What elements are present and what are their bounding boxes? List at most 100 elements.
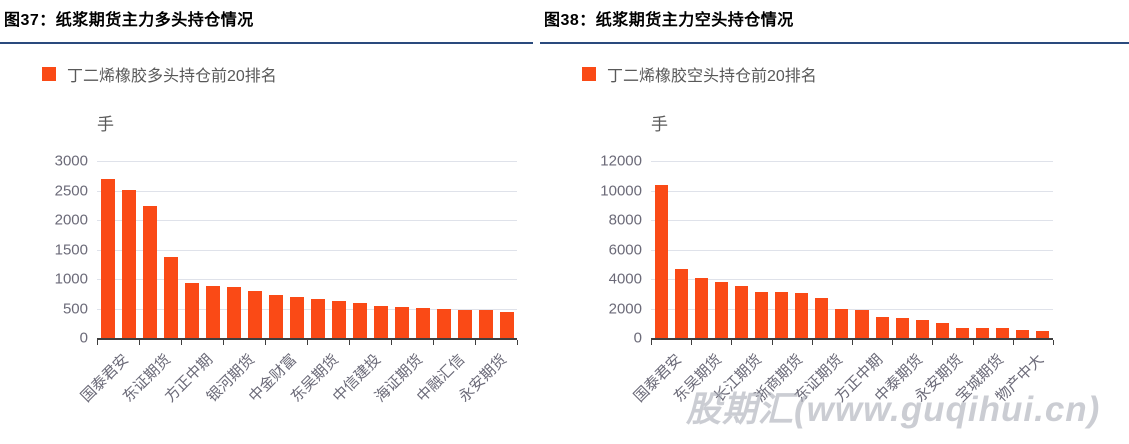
x-axis-tick [972, 340, 974, 345]
y-axis-tick-label: 8000 [608, 211, 642, 229]
x-axis-tick [852, 340, 853, 345]
legend-swatch-icon [42, 67, 56, 81]
bar [268, 294, 283, 338]
bar [1036, 331, 1050, 338]
gridline [97, 279, 517, 280]
gridline [97, 220, 517, 221]
bar [895, 318, 909, 338]
x-axis-tick [223, 340, 224, 345]
y-axis-tick-label: 10000 [600, 182, 642, 199]
bar [1016, 330, 1030, 338]
y-axis-unit-label: 手 [97, 115, 114, 134]
bar [457, 309, 472, 338]
x-axis-tick [139, 340, 140, 345]
bar [499, 312, 514, 338]
figure-title: 图37：纸浆期货主力多头持仓情况 [4, 12, 254, 29]
x-axis-tick [307, 340, 308, 345]
bar [976, 328, 990, 338]
legend-label: 丁二烯橡胶多头持仓前20排名 [67, 68, 277, 85]
legend: 丁二烯橡胶空头持仓前20排名 [582, 62, 1129, 86]
x-axis-tick [475, 340, 476, 345]
figure-37-long-positions-chart: 图37：纸浆期货主力多头持仓情况丁二烯橡胶多头持仓前20排名手 3000 2500 2… [0, 0, 533, 444]
gridline [651, 249, 1053, 251]
x-axis-tick [265, 340, 266, 345]
gridline [651, 161, 1053, 162]
plot-region: 3000 2500 2000 1500 1000 500 0 [0, 153, 533, 347]
bar [352, 302, 367, 338]
legend-swatch-icon [582, 67, 596, 81]
x-axis-tick [651, 340, 652, 345]
bar [289, 297, 304, 338]
bar [163, 256, 178, 338]
gridline [651, 308, 1053, 310]
bar [121, 189, 136, 338]
bar [478, 309, 493, 338]
bar [184, 282, 199, 338]
bar [674, 268, 688, 338]
bar [714, 281, 728, 338]
bar [996, 328, 1010, 338]
y-axis-unit-label: 手 [651, 115, 668, 134]
y-axis-tick-labels: 12000 10000 8000 6000 4000 2000 0 [540, 153, 651, 347]
legend-label: 丁二烯橡胶空头持仓前20排名 [607, 68, 817, 85]
y-axis-tick-label: 1500 [54, 241, 88, 258]
bar [436, 308, 451, 338]
gridline [97, 190, 517, 192]
x-axis-tick [433, 340, 434, 345]
y-axis-tick-labels: 3000 2500 2000 1500 1000 500 0 [0, 153, 97, 347]
x-axis-tick [97, 340, 98, 345]
y-axis-tick-label: 12000 [600, 152, 642, 170]
x-axis-tick [811, 340, 813, 345]
bar-series [651, 161, 1053, 338]
bar [734, 285, 748, 338]
bar [875, 317, 889, 338]
y-axis-tick-label: 6000 [608, 241, 642, 258]
legend: 丁二烯橡胶多头持仓前20排名 [42, 62, 533, 86]
x-axis-tick [391, 340, 392, 345]
y-axis-tick-label: 0 [79, 329, 88, 347]
x-axis-tick [731, 340, 733, 345]
y-axis-tick-label: 500 [62, 300, 88, 317]
bar [775, 292, 789, 338]
x-axis-tick [771, 340, 773, 345]
bar [331, 300, 346, 338]
bar [654, 184, 668, 338]
bar [205, 286, 220, 338]
y-axis-tick-label: 2000 [54, 211, 88, 229]
gridline [651, 279, 1053, 280]
bar [915, 319, 929, 338]
figure-38-short-positions-chart: 图38：纸浆期货主力空头持仓情况 丁二烯橡胶空头持仓前20排名手 12000 1000… [540, 0, 1129, 444]
bar [694, 277, 708, 338]
bar [394, 307, 409, 338]
x-axis-tick [517, 340, 518, 345]
x-axis-ticks [97, 338, 518, 345]
y-axis-tick-label: 3000 [54, 152, 88, 170]
x-axis-tick [349, 340, 350, 345]
x-axis-labels: 国泰君安 东吴期货 长江期货 浙商期货 东证期货 方正中期 中泰期货 永安期货 宝城期货 物产中大 [631, 340, 1053, 440]
bar [935, 322, 949, 338]
x-axis-tick [1053, 340, 1054, 345]
x-axis-tick [181, 340, 182, 345]
bar [226, 286, 241, 338]
x-axis-tick [691, 340, 693, 345]
bar [415, 307, 430, 338]
x-axis-tick [1012, 340, 1014, 345]
y-axis-tick-label: 2500 [54, 182, 88, 199]
title-underline [0, 42, 533, 44]
x-axis-tick [932, 340, 934, 345]
plot-area [651, 161, 1054, 345]
plot-region: 12000 10000 8000 6000 4000 2000 0 [540, 153, 1129, 347]
bar [100, 179, 115, 338]
bar [955, 327, 969, 338]
bar [142, 206, 157, 338]
title-underline [540, 42, 1129, 44]
gridline [97, 249, 517, 251]
bar [835, 308, 849, 338]
bar [247, 291, 262, 338]
gridline [651, 190, 1053, 192]
bar [754, 292, 769, 338]
bar [795, 293, 809, 338]
gridline [97, 308, 517, 310]
bar [373, 305, 388, 338]
